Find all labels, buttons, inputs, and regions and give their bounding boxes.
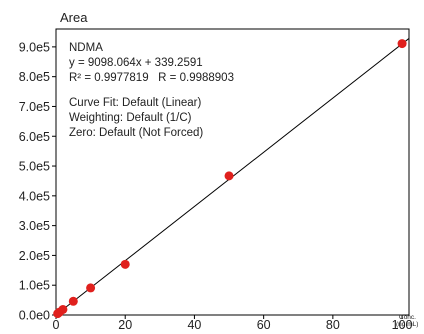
x-axis-unit-ngml: (ng.mL) bbox=[396, 321, 418, 328]
data-point bbox=[58, 304, 68, 314]
zero-info: Zero: Default (Not Forced) bbox=[69, 127, 203, 139]
y-axis-label: Area bbox=[60, 10, 88, 25]
data-point bbox=[120, 259, 130, 269]
curve-fit-info: Curve Fit: Default (Linear) bbox=[69, 97, 201, 109]
x-tick-label: 0 bbox=[53, 318, 60, 329]
x-tick-label: 80 bbox=[326, 318, 340, 329]
r-statistics: R² = 0.9977819 R = 0.9988903 bbox=[69, 72, 234, 84]
data-point bbox=[224, 171, 234, 181]
y-tick-label: 9.0e5 bbox=[19, 40, 50, 54]
y-tick-label: 4.0e5 bbox=[19, 189, 50, 203]
regression-equation: y = 9098.064x + 339.2591 bbox=[69, 57, 203, 69]
data-point bbox=[86, 283, 96, 293]
y-tick-label: 1.0e5 bbox=[19, 279, 50, 293]
compound-name: NDMA bbox=[69, 42, 103, 54]
y-tick-label: 2.0e5 bbox=[19, 249, 50, 263]
data-point bbox=[68, 296, 78, 306]
x-axis: 0 20 40 60 80 100 bbox=[53, 315, 413, 332]
y-tick-label: 6.0e5 bbox=[19, 130, 50, 144]
data-points bbox=[53, 39, 407, 319]
weighting-info: Weighting: Default (1/C) bbox=[69, 112, 192, 124]
y-tick-label: 7.0e5 bbox=[19, 100, 50, 114]
plot-frame bbox=[55, 28, 410, 316]
data-point bbox=[397, 39, 407, 49]
x-tick-label: 60 bbox=[257, 318, 271, 329]
y-tick-label: 3.0e5 bbox=[19, 219, 50, 233]
x-tick-label: 20 bbox=[118, 318, 132, 329]
x-axis-unit-conc: Conc. bbox=[399, 314, 416, 321]
y-tick-label: 8.0e5 bbox=[19, 70, 50, 84]
x-tick-label: 40 bbox=[187, 318, 201, 329]
y-axis: 0.0e0 1.0e5 2.0e5 3.0e5 4.0e5 5.0e5 6.0e5 7.0e5… bbox=[19, 40, 56, 323]
y-tick-label: 0.0e0 bbox=[19, 309, 50, 323]
fit-annotation: NDMA y = 9098.064x + 339.2591 R² = 0.997… bbox=[69, 42, 234, 139]
y-tick-label: 5.0e5 bbox=[19, 160, 50, 174]
